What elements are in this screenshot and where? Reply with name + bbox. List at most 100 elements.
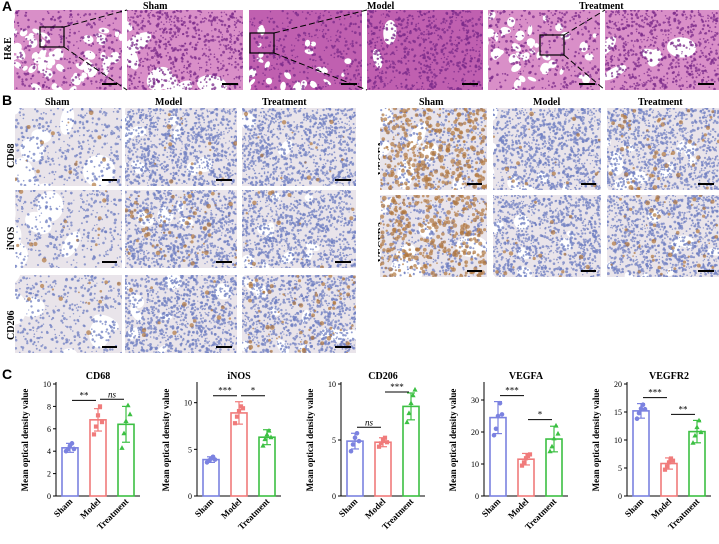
- data-point: [240, 406, 246, 411]
- data-point: [406, 410, 412, 416]
- chart-vegfr2: VEGFR2 Mean optical density value 0 5 10 15 20…: [591, 371, 711, 532]
- data-point: [262, 436, 268, 442]
- data-point: [549, 443, 555, 449]
- he-model-overview: [249, 10, 362, 90]
- data-point: [127, 411, 133, 417]
- data-point: [551, 435, 557, 441]
- data-point: [125, 402, 131, 408]
- y-axis-label: Mean optical density value: [305, 389, 315, 492]
- data-point: [640, 402, 646, 408]
- y-tick-label: 10: [43, 380, 51, 389]
- scale-bar: [216, 261, 232, 263]
- col-label-left-sham: Sham: [45, 97, 70, 108]
- significance-label: ***: [648, 388, 662, 398]
- panel-letter-a: A: [2, 0, 13, 14]
- data-point: [692, 432, 698, 438]
- bar-sham: [202, 458, 220, 497]
- bar-model: [230, 412, 248, 497]
- data-point: [519, 463, 525, 468]
- data-point: [65, 446, 71, 452]
- data-point: [493, 426, 499, 432]
- scale-bar: [341, 83, 357, 85]
- data-point: [499, 412, 505, 417]
- significance-label: ***: [218, 386, 232, 396]
- data-point: [382, 435, 388, 440]
- data-point: [234, 414, 240, 419]
- data-point: [670, 458, 676, 463]
- ihc-cd68-model: [125, 108, 237, 186]
- chart-vegfa: VEGFA Mean optical density value 0 10 20 30 Sh…: [448, 371, 568, 532]
- data-point: [268, 434, 274, 440]
- scale-bar: [222, 83, 238, 85]
- data-point: [97, 404, 103, 409]
- data-point: [266, 427, 272, 433]
- data-point: [260, 442, 266, 448]
- ihc-vegfr2-model: [493, 195, 601, 277]
- data-point: [376, 444, 382, 449]
- scale-bar: [698, 183, 714, 185]
- ihc-cd206-treatment: [242, 275, 356, 353]
- data-point: [121, 430, 127, 436]
- data-point: [354, 430, 360, 436]
- he-treatment-overview: [488, 10, 600, 90]
- significance-label: *: [538, 410, 543, 420]
- data-point: [123, 418, 129, 423]
- y-tick-label: 0: [47, 492, 51, 501]
- data-point: [410, 392, 416, 398]
- y-axis-label: Mean optical density value: [448, 389, 458, 492]
- data-point: [666, 460, 672, 465]
- data-point: [352, 435, 358, 441]
- significance-label: ***: [390, 382, 404, 392]
- y-tick-label: 5: [618, 464, 622, 473]
- chart-title: iNOS: [227, 371, 251, 382]
- data-point: [232, 421, 238, 426]
- ihc-vegfr2-sham: [380, 195, 487, 277]
- y-tick-label: 10: [184, 399, 192, 408]
- y-tick-label: 20: [614, 380, 622, 389]
- ihc-cd68-treatment: [242, 108, 356, 186]
- scale-bar: [462, 83, 478, 85]
- y-tick-label: 8: [47, 402, 51, 411]
- data-point: [638, 406, 644, 411]
- data-point: [497, 400, 503, 406]
- y-tick-label: 30: [471, 396, 479, 405]
- data-point: [662, 467, 668, 472]
- data-point: [521, 460, 527, 465]
- data-point: [698, 429, 704, 435]
- y-tick-label: 10: [614, 436, 622, 445]
- col-label-right-sham: Sham: [419, 97, 444, 108]
- x-tick-label: Sham: [480, 496, 503, 519]
- he-model-zoom: [367, 10, 483, 90]
- x-tick-label: Sham: [193, 496, 216, 519]
- significance-label: **: [679, 404, 689, 414]
- data-point: [696, 417, 702, 423]
- x-tick-label: Model: [506, 496, 531, 521]
- ihc-vegfa-model: [493, 108, 601, 190]
- data-point: [491, 432, 497, 438]
- data-point: [119, 445, 125, 450]
- scale-bar: [335, 346, 351, 348]
- scale-bar: [216, 179, 232, 181]
- data-point: [694, 424, 700, 430]
- significance-label: **: [80, 390, 90, 400]
- data-point: [350, 442, 356, 447]
- ihc-cd206-sham: [15, 275, 122, 353]
- col-label-left-treatment: Treatment: [262, 97, 307, 108]
- data-point: [378, 441, 384, 446]
- row-label-he: H&E: [3, 37, 14, 60]
- y-tick-label: 6: [47, 425, 51, 434]
- data-point: [91, 432, 97, 437]
- scale-bar: [581, 183, 596, 185]
- data-point: [636, 410, 642, 416]
- scale-bar: [698, 83, 714, 85]
- data-point: [527, 452, 533, 457]
- y-axis-label: Mean optical density value: [161, 389, 171, 492]
- data-point: [384, 440, 390, 445]
- data-point: [212, 457, 218, 462]
- panel-letter-b: B: [2, 92, 13, 108]
- scale-bar: [467, 270, 482, 272]
- x-tick-label: Sham: [52, 496, 75, 519]
- y-axis-label: Mean optical density value: [20, 389, 30, 492]
- scale-bar: [335, 179, 351, 181]
